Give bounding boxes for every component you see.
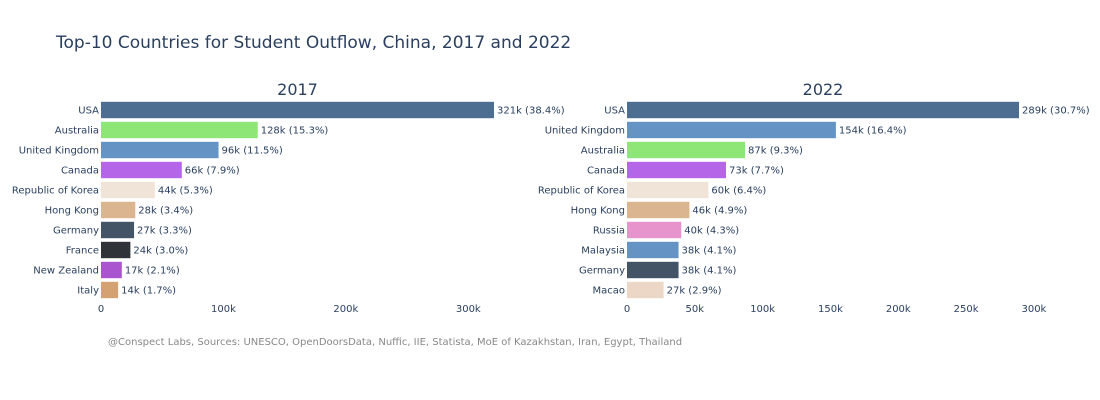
x-tick-label: 0 <box>98 304 104 315</box>
x-tick-label: 300k <box>1021 304 1046 315</box>
data-label: 28k (3.4%) <box>138 206 193 217</box>
category-label: USA <box>78 106 99 117</box>
x-tick-label: 100k <box>211 304 236 315</box>
data-label: 40k (4.3%) <box>684 226 739 237</box>
panel-title-2017: 2017 <box>277 80 318 99</box>
data-label: 87k (9.3%) <box>748 146 803 157</box>
bar-republic-of-korea[interactable] <box>627 181 709 199</box>
data-label: 96k (11.5%) <box>222 146 283 157</box>
bar-germany[interactable] <box>627 261 679 279</box>
data-label: 14k (1.7%) <box>121 286 176 297</box>
category-label: United Kingdom <box>19 146 99 157</box>
category-label: Russia <box>593 226 625 237</box>
data-label: 46k (4.9%) <box>692 206 747 217</box>
category-label: Germany <box>53 226 99 237</box>
bar-usa[interactable] <box>627 101 1019 119</box>
bar-united-kingdom[interactable] <box>627 121 836 139</box>
category-label: United Kingdom <box>545 126 625 137</box>
x-tick-label: 250k <box>954 304 979 315</box>
bar-germany[interactable] <box>101 221 135 239</box>
data-label: 27k (2.9%) <box>667 286 722 297</box>
source-note: @Conspect Labs, Sources: UNESCO, OpenDoo… <box>108 337 683 348</box>
bar-malaysia[interactable] <box>627 241 679 259</box>
bar-republic-of-korea[interactable] <box>101 181 155 199</box>
data-label: 27k (3.3%) <box>137 226 192 237</box>
bar-macao[interactable] <box>627 281 664 299</box>
data-label: 321k (38.4%) <box>497 106 565 117</box>
bar-new-zealand[interactable] <box>101 261 122 279</box>
data-label: 154k (16.4%) <box>839 126 907 137</box>
bar-russia[interactable] <box>627 221 682 239</box>
panel-2022: 2022 USA 289k (30.7%) United Kingdom 154k (… <box>538 80 1090 315</box>
category-label: Canada <box>61 166 99 177</box>
bar-canada[interactable] <box>101 161 182 179</box>
x-tick-label: 200k <box>886 304 911 315</box>
bar-italy[interactable] <box>101 281 119 299</box>
bar-france[interactable] <box>101 241 131 259</box>
category-label: Canada <box>587 166 625 177</box>
data-label: 17k (2.1%) <box>125 266 180 277</box>
data-label: 73k (7.7%) <box>729 166 784 177</box>
x-tick-label: 50k <box>686 304 705 315</box>
x-tick-label: 200k <box>333 304 358 315</box>
bar-united-kingdom[interactable] <box>101 141 219 159</box>
data-label: 66k (7.9%) <box>185 166 240 177</box>
panel-title-2022: 2022 <box>803 80 844 99</box>
category-label: Republic of Korea <box>538 186 625 197</box>
x-tick-label: 100k <box>750 304 775 315</box>
category-label: Australia <box>581 146 625 157</box>
x-tick-label: 0 <box>624 304 630 315</box>
panel-2017: 2017 USA 321k (38.4%) Australia 128k (15.3%… <box>12 80 565 315</box>
x-tick-label: 150k <box>818 304 843 315</box>
data-label: 24k (3.0%) <box>133 246 188 257</box>
bar-usa[interactable] <box>101 101 494 119</box>
category-label: Hong Kong <box>571 206 625 217</box>
data-label: 44k (5.3%) <box>158 186 213 197</box>
category-label: Australia <box>55 126 99 137</box>
category-label: Germany <box>579 266 625 277</box>
data-label: 38k (4.1%) <box>682 246 737 257</box>
bar-australia[interactable] <box>627 141 746 159</box>
bar-canada[interactable] <box>627 161 727 179</box>
data-label: 38k (4.1%) <box>682 266 737 277</box>
category-label: Italy <box>77 286 99 297</box>
bar-hong-kong[interactable] <box>627 201 690 219</box>
category-label: USA <box>604 106 625 117</box>
data-label: 60k (6.4%) <box>711 186 766 197</box>
chart-title: Top-10 Countries for Student Outflow, Ch… <box>56 33 572 53</box>
x-tick-label: 300k <box>456 304 481 315</box>
data-label: 289k (30.7%) <box>1022 106 1090 117</box>
data-label: 128k (15.3%) <box>261 126 329 137</box>
category-label: Hong Kong <box>45 206 99 217</box>
category-label: France <box>66 246 99 257</box>
category-label: Malaysia <box>581 246 625 257</box>
bar-hong-kong[interactable] <box>101 201 136 219</box>
category-label: Republic of Korea <box>12 186 99 197</box>
category-label: Macao <box>593 286 626 297</box>
bar-australia[interactable] <box>101 121 258 139</box>
category-label: New Zealand <box>33 266 99 277</box>
